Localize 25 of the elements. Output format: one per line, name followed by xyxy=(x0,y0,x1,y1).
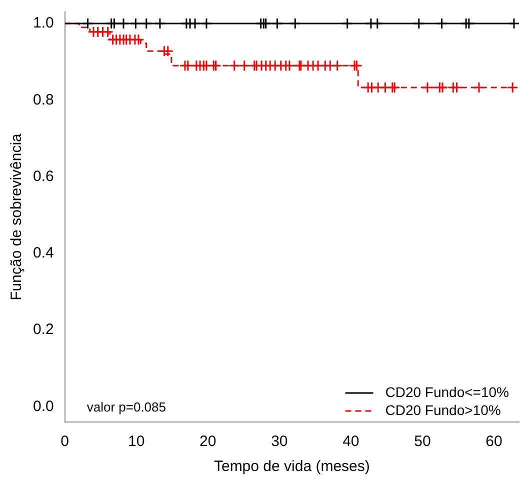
y-tick-label: 0.4 xyxy=(32,244,54,262)
legend-label: CD20 Fundo>10% xyxy=(385,402,501,418)
annotation: valor p=0.085 xyxy=(86,400,166,415)
x-tick-label: 50 xyxy=(414,433,431,450)
point xyxy=(132,34,144,46)
point xyxy=(238,60,250,72)
point xyxy=(436,82,448,94)
x-tick-label: 60 xyxy=(486,433,502,450)
x-tick-label: 0 xyxy=(60,433,70,450)
y-tick-label: 0.6 xyxy=(32,168,54,185)
x-tick-label: 40 xyxy=(342,433,360,450)
y-tick-label: 1.0 xyxy=(32,14,54,32)
y-tick-label: 0.8 xyxy=(32,91,54,108)
x-tick-label: 10 xyxy=(128,433,145,450)
x-tick-label: 20 xyxy=(200,433,216,450)
point xyxy=(210,60,222,72)
y-tick-label: 0.2 xyxy=(32,321,54,338)
x-tick-label: 30 xyxy=(271,433,288,450)
x-axis-title: Tempo de vida (meses) xyxy=(214,458,370,476)
legend-label: CD20 Fundo<=10% xyxy=(385,384,510,400)
point xyxy=(506,82,518,94)
point xyxy=(228,60,240,72)
point xyxy=(162,45,174,57)
y-tick-label: 0.0 xyxy=(32,398,54,415)
y-axis-title: Função de sobrevivência xyxy=(8,132,26,300)
